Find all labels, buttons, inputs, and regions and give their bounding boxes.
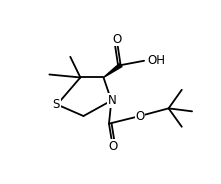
Text: O: O xyxy=(108,140,117,153)
Text: O: O xyxy=(112,33,121,46)
Polygon shape xyxy=(103,64,122,77)
Text: O: O xyxy=(135,109,145,123)
Text: S: S xyxy=(53,98,60,111)
Text: OH: OH xyxy=(148,54,166,67)
Text: N: N xyxy=(108,94,117,107)
